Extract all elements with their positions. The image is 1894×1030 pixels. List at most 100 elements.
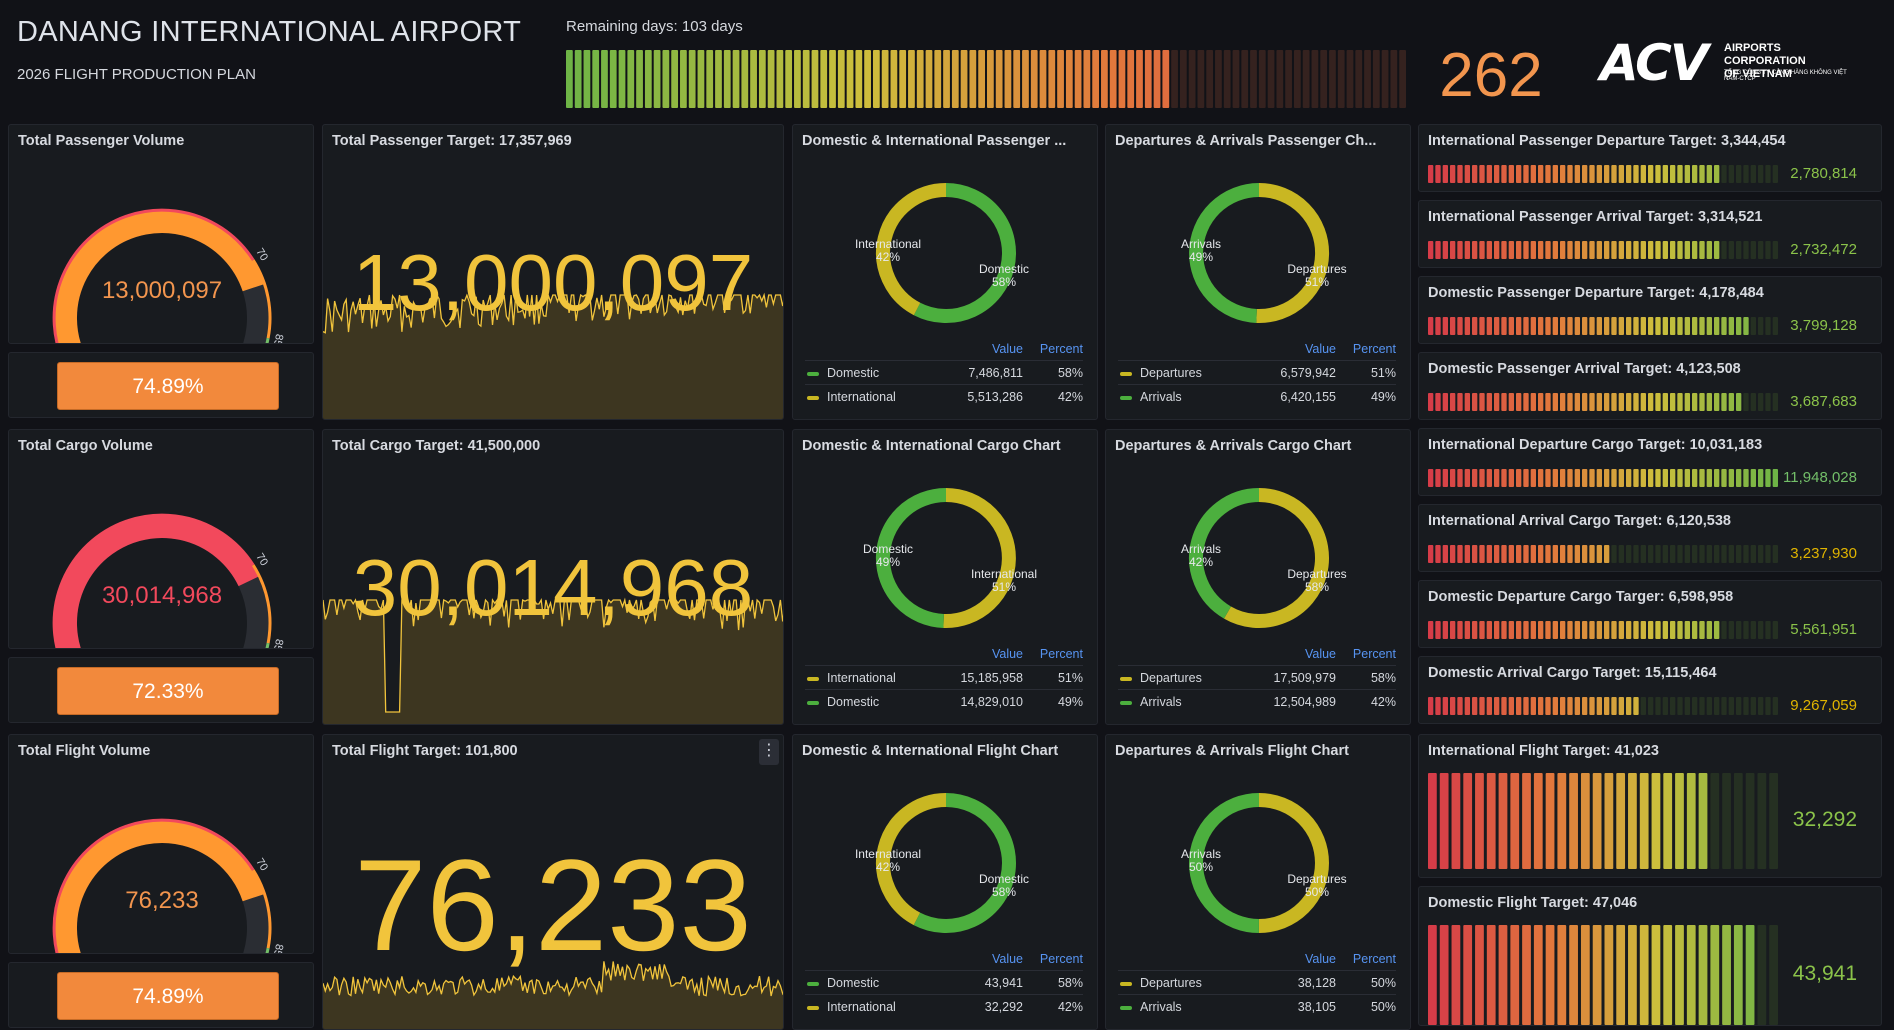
- legend-row[interactable]: International 32,292 42%: [805, 994, 1083, 1019]
- legend-row[interactable]: Departures 6,579,942 51%: [1118, 360, 1396, 385]
- percent-header[interactable]: Percent: [1039, 342, 1083, 356]
- value-header[interactable]: Value: [991, 952, 1023, 966]
- bar-segment: [1721, 621, 1727, 639]
- value-header[interactable]: Value: [1304, 342, 1336, 356]
- donut-slice: [913, 183, 1016, 323]
- bar-segment: [1428, 241, 1434, 259]
- legend-row[interactable]: Arrivals 6,420,155 49%: [1118, 384, 1396, 409]
- target-panel: International Passenger Departure Target…: [1418, 124, 1882, 192]
- legend-row[interactable]: International 5,513,286 42%: [805, 384, 1083, 409]
- bar-segment: [1457, 393, 1463, 411]
- legend-row[interactable]: Domestic 7,486,811 58%: [805, 360, 1083, 385]
- bar-segment: [1442, 621, 1448, 639]
- bar-segment: [1472, 697, 1478, 715]
- progress-segment: [811, 50, 819, 108]
- progress-segment: [978, 50, 985, 108]
- bar-segment: [1501, 621, 1507, 639]
- legend-row[interactable]: Arrivals 38,105 50%: [1118, 994, 1396, 1019]
- bar-segment: [1611, 469, 1617, 487]
- legend-name: International: [827, 390, 896, 404]
- percent-header[interactable]: Percent: [1352, 342, 1396, 356]
- bar-segment: [1442, 165, 1448, 183]
- bar-segment: [1538, 697, 1544, 715]
- gauge-chart: 0708510030,014,968: [52, 513, 285, 648]
- legend-row[interactable]: Departures 17,509,979 58%: [1118, 665, 1396, 690]
- value-header[interactable]: Value: [991, 647, 1023, 661]
- bar-segment: [1662, 621, 1668, 639]
- bar-segment: [1772, 621, 1778, 639]
- bar-segment: [1582, 469, 1588, 487]
- percent-header[interactable]: Percent: [1039, 952, 1083, 966]
- value-header[interactable]: Value: [1304, 647, 1336, 661]
- legend-row[interactable]: International 15,185,958 51%: [805, 665, 1083, 690]
- bar-segment: [1728, 621, 1734, 639]
- bar-segment: [1560, 317, 1566, 335]
- bar-segment: [1626, 621, 1632, 639]
- legend-row[interactable]: Departures 38,128 50%: [1118, 970, 1396, 995]
- bar-segment: [1428, 469, 1434, 487]
- target-panel: Domestic Departure Cargo Targer: 6,598,9…: [1418, 580, 1882, 648]
- gauge-threshold-orange: [251, 564, 272, 644]
- bar-segment: [1533, 773, 1543, 869]
- bar-segment: [1589, 469, 1595, 487]
- value-header[interactable]: Value: [1304, 952, 1336, 966]
- bar-segment: [1769, 773, 1778, 869]
- bar-segment: [1772, 241, 1778, 259]
- bar-segment: [1750, 469, 1756, 487]
- bar-segment: [1545, 317, 1551, 335]
- sparkline-line: [323, 597, 783, 713]
- remaining-days-bar: [566, 50, 1406, 108]
- target-bar-gauge: [1428, 621, 1778, 639]
- progress-segment: [794, 50, 801, 108]
- percent-badge: 72.33%: [57, 667, 279, 715]
- panel-title: Domestic Arrival Cargo Target: 15,115,46…: [1428, 665, 1717, 681]
- bar-segment: [1552, 393, 1558, 411]
- bar-segment: [1479, 241, 1485, 259]
- progress-segment: [715, 50, 722, 108]
- bar-segment: [1699, 545, 1705, 563]
- legend-row[interactable]: Arrivals 12,504,989 42%: [1118, 689, 1396, 714]
- legend-value: 7,486,811: [968, 366, 1023, 380]
- bar-segment: [1692, 545, 1698, 563]
- donut-label: Arrivals: [1181, 237, 1221, 251]
- bar-segment: [1684, 241, 1690, 259]
- bar-segment: [1442, 469, 1448, 487]
- panel-title: International Arrival Cargo Target: 6,12…: [1428, 513, 1731, 529]
- panel-title: Total Cargo Target: 41,500,000: [332, 438, 541, 454]
- bar-segment: [1560, 545, 1566, 563]
- value-header[interactable]: Value: [991, 342, 1023, 356]
- bar-segment: [1648, 317, 1654, 335]
- percent-header[interactable]: Percent: [1352, 952, 1396, 966]
- percent-header[interactable]: Percent: [1039, 647, 1083, 661]
- stat-panel: Total Flight Target: 101,800 ⋮ 76,233: [322, 734, 784, 1030]
- bar-segment: [1545, 621, 1551, 639]
- panel-menu-icon[interactable]: ⋮: [759, 739, 779, 765]
- bar-segment: [1552, 621, 1558, 639]
- bar-segment: [1684, 317, 1690, 335]
- panel-title: Total Flight Target: 101,800: [332, 743, 518, 759]
- panel-title: International Flight Target: 41,023: [1428, 743, 1659, 759]
- progress-segment: [995, 50, 1003, 108]
- panel-title: Domestic Flight Target: 47,046: [1428, 895, 1638, 911]
- bar-segment: [1757, 925, 1767, 1025]
- donut-label-percent: 58%: [1305, 580, 1329, 594]
- donut-slice: [1189, 488, 1260, 619]
- bar-segment: [1684, 469, 1690, 487]
- target-bar-gauge: [1428, 545, 1778, 563]
- legend-row[interactable]: Domestic 14,829,010 49%: [805, 689, 1083, 714]
- bar-segment: [1772, 393, 1778, 411]
- bar-segment: [1728, 697, 1734, 715]
- bar-segment: [1733, 925, 1743, 1025]
- bar-segment: [1743, 241, 1749, 259]
- progress-segment: [1320, 50, 1328, 108]
- bar-segment: [1596, 621, 1602, 639]
- legend-name: Arrivals: [1140, 390, 1182, 404]
- bar-segment: [1670, 241, 1676, 259]
- percent-header[interactable]: Percent: [1352, 647, 1396, 661]
- legend-row[interactable]: Domestic 43,941 58%: [805, 970, 1083, 995]
- bar-segment: [1604, 697, 1610, 715]
- panel-title: Domestic Passenger Arrival Target: 4,123…: [1428, 361, 1741, 377]
- bar-segment: [1721, 317, 1727, 335]
- target-panel: Domestic Arrival Cargo Target: 15,115,46…: [1418, 656, 1882, 724]
- stat-panel: Total Cargo Target: 41,500,000 30,014,968: [322, 429, 784, 725]
